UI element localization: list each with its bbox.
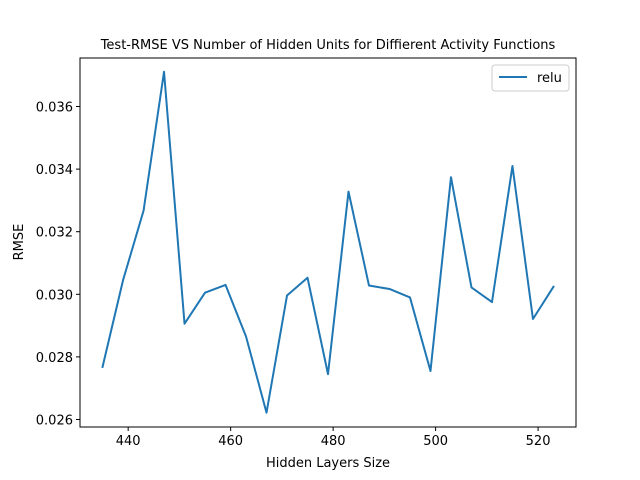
y-axis: 0.026 0.028 0.030 0.032 0.034 0.036 xyxy=(36,101,80,428)
y-tick-label: 0.036 xyxy=(36,101,73,116)
x-axis-label: Hidden Layers Size xyxy=(266,456,390,471)
x-tick-label: 440 xyxy=(116,434,141,449)
axes-frame xyxy=(79,57,577,428)
y-tick-label: 0.032 xyxy=(36,226,73,241)
chart-title: Test-RMSE VS Number of Hidden Units for … xyxy=(100,38,556,53)
y-axis-label: RMSE xyxy=(12,224,27,261)
x-axis: 440 460 480 500 520 xyxy=(116,427,551,449)
plot-area xyxy=(101,70,555,414)
legend-label-relu: relu xyxy=(537,71,562,86)
x-tick-label: 480 xyxy=(321,434,346,449)
y-tick-label: 0.026 xyxy=(36,413,73,428)
legend-box xyxy=(491,64,570,92)
y-tick-label: 0.034 xyxy=(36,163,73,178)
series-line-relu xyxy=(101,70,555,414)
legend: relu xyxy=(491,64,570,92)
y-tick-label: 0.028 xyxy=(36,351,73,366)
x-tick-label: 460 xyxy=(218,434,243,449)
y-tick-label: 0.030 xyxy=(36,288,73,303)
x-tick-label: 500 xyxy=(423,434,448,449)
x-tick-label: 520 xyxy=(526,434,551,449)
